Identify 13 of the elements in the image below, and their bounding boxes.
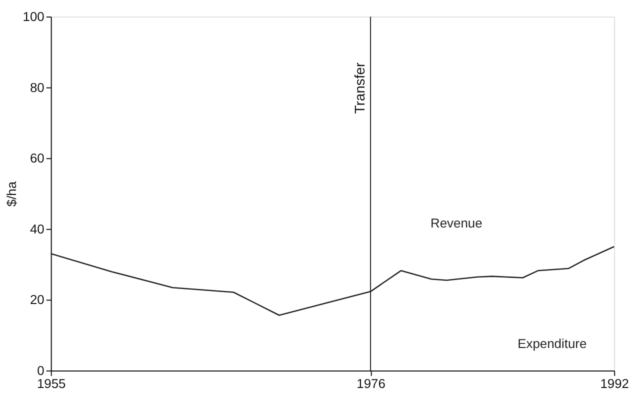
y-tick-label: 40 <box>30 221 44 236</box>
annotation: Revenue <box>430 216 482 231</box>
y-axis-title: $/ha <box>4 180 19 207</box>
y-tick-label: 100 <box>22 9 44 24</box>
ref-line-label: Transfer <box>352 62 368 114</box>
x-tick-label: 1992 <box>600 376 629 391</box>
y-tick-label: 0 <box>37 362 44 378</box>
x-tick-label: 1955 <box>36 376 66 391</box>
y-tick-label: 80 <box>30 80 44 95</box>
y-tick-label: 20 <box>30 292 44 308</box>
y-tick-label: 60 <box>30 150 44 166</box>
annotation: Expenditure <box>518 336 587 351</box>
x-tick-label: 1976 <box>356 376 386 391</box>
